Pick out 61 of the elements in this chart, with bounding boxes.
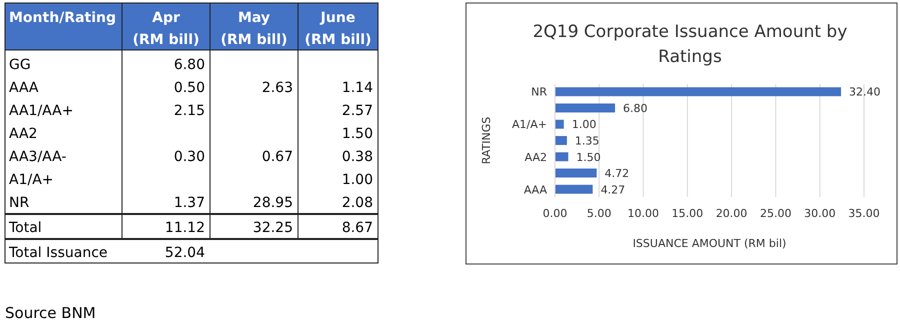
data-label: 1.00	[572, 118, 596, 132]
y-tick-label: A1/A+	[9, 172, 54, 188]
x-tick-label: 30.00	[804, 207, 836, 220]
data-label: 32.25	[252, 220, 293, 236]
data-label: 6.80	[174, 57, 205, 73]
bar	[555, 184, 593, 194]
data-label: 2.08	[342, 195, 373, 211]
data-label: 1.50	[342, 126, 373, 142]
x-tick-label: 10.00	[628, 207, 660, 220]
data-label: 2.57	[342, 103, 373, 119]
bar	[555, 104, 616, 112]
y-tick-label: A1/A+	[512, 118, 547, 132]
data-label: 0.50	[174, 80, 205, 96]
data-label: 28.95	[252, 195, 293, 211]
y-tick-label: Total	[8, 220, 42, 236]
data-label: 0.38	[342, 149, 373, 165]
data-label: 4.72	[604, 167, 630, 180]
bar	[555, 136, 567, 145]
x-tick-label: 5.00	[586, 207, 612, 220]
x-tick-label: 15.00	[672, 207, 704, 220]
y-tick-label: GG	[9, 57, 31, 73]
data-label: 1.14	[342, 80, 374, 96]
source-note: Source BNM	[5, 304, 96, 322]
data-label: 2.15	[174, 103, 205, 119]
data-label: 52.04	[164, 245, 206, 261]
x-tick-label: 35.00	[848, 207, 880, 220]
data-label: 4.27	[600, 183, 626, 196]
data-label: 1.50	[576, 150, 601, 164]
y-tick-label: AA1/AA+	[9, 103, 74, 119]
data-label: 0.67	[262, 149, 293, 165]
x-tick-label: May (RM bill)	[220, 10, 288, 48]
x-tick-label: June (RM bill)	[304, 10, 372, 48]
y-tick-label: AA2	[524, 150, 547, 164]
bar	[555, 87, 842, 96]
x-tick-label: 25.00	[760, 207, 792, 220]
bar	[555, 120, 564, 129]
data-label: 2.63	[262, 80, 293, 96]
data-label: 0.30	[174, 149, 205, 165]
y-tick-label: Total Issuance	[8, 245, 108, 261]
data-label: 1.35	[574, 134, 600, 148]
bar	[555, 152, 568, 162]
x-axis-title: ISSUANCE AMOUNT (RM bil)	[632, 237, 786, 250]
data-label: 8.67	[342, 220, 373, 236]
data-label: 1.37	[174, 195, 205, 211]
y-tick-label: NR	[9, 195, 30, 211]
bar	[555, 168, 597, 178]
x-tick-label: 0.00	[542, 207, 568, 220]
y-tick-label: AA3/AA-	[9, 149, 66, 165]
y-axis-title: Month/Rating	[9, 10, 116, 26]
y-tick-label: NR	[531, 86, 548, 99]
y-tick-label: AAA	[9, 80, 39, 96]
data-label: 1.00	[342, 172, 373, 188]
y-tick-label: AA2	[9, 126, 38, 142]
x-tick-label: 20.00	[716, 207, 748, 220]
data-label: 6.80	[623, 102, 648, 115]
y-axis-title: RATINGS	[480, 116, 493, 164]
y-tick-label: AAA	[524, 183, 548, 196]
data-label: 32.40	[849, 86, 881, 99]
chart-title: 2Q19 Corporate Issuance Amount by Ratings	[532, 22, 848, 67]
data-label: 11.12	[164, 220, 205, 236]
x-tick-label: Apr (RM bill)	[132, 10, 200, 48]
